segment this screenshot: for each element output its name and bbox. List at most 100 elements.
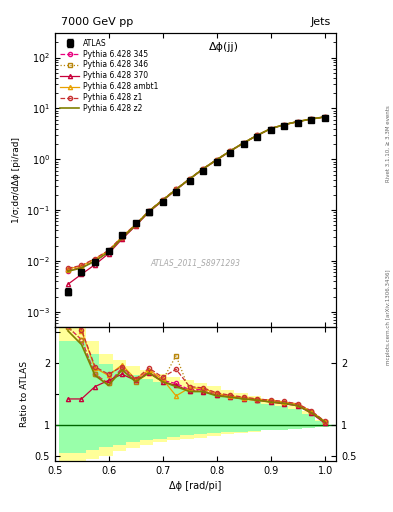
Pythia 6.428 345 [160,198,165,204]
Pythia 6.428 370 [282,122,286,128]
Pythia 6.428 346 [201,166,206,172]
Pythia 6.428 z2 [120,235,125,241]
Pythia 6.428 z2 [66,268,70,274]
Pythia 6.428 ambt1 [268,125,273,132]
Pythia 6.428 z2 [93,258,97,264]
Pythia 6.428 346 [228,148,232,154]
Pythia 6.428 370 [322,114,327,120]
Bar [194,383,208,438]
Pythia 6.428 z2 [295,119,300,125]
Bar [140,371,153,445]
Pythia 6.428 346 [322,114,327,120]
Pythia 6.428 ambt1 [241,140,246,146]
Pythia 6.428 ambt1 [147,208,151,214]
Pythia 6.428 z2 [147,208,151,214]
Pythia 6.428 370 [66,281,70,287]
Pythia 6.428 345 [295,119,300,125]
Pythia 6.428 370 [201,166,206,172]
Pythia 6.428 z1 [120,233,125,240]
Bar [316,420,329,427]
Pythia 6.428 z1 [174,186,178,192]
Pythia 6.428 ambt1 [187,176,192,182]
Bar [288,410,302,429]
Pythia 6.428 345 [268,125,273,132]
Bar [180,389,194,435]
Pythia 6.428 z2 [282,121,286,127]
Pythia 6.428 345 [120,235,125,241]
Pythia 6.428 345 [282,121,286,127]
Bar [86,342,99,459]
Bar [261,404,275,431]
Bar [167,386,180,437]
Bar [234,399,248,432]
Bar [86,354,99,450]
Pythia 6.428 z1 [255,132,259,138]
Pythia 6.428 z1 [79,262,84,268]
Pythia 6.428 ambt1 [255,132,259,138]
Pythia 6.428 ambt1 [106,248,111,254]
Pythia 6.428 370 [93,262,97,268]
Pythia 6.428 z2 [106,249,111,255]
Pythia 6.428 z1 [201,165,206,172]
Pythia 6.428 z1 [133,222,138,228]
Bar [72,327,86,461]
Pythia 6.428 z1 [295,118,300,124]
Pythia 6.428 z2 [228,148,232,154]
Bar [302,414,316,428]
Pythia 6.428 ambt1 [309,116,314,122]
Pythia 6.428 ambt1 [322,114,327,120]
Pythia 6.428 ambt1 [282,121,286,127]
Bar [59,327,72,461]
Line: Pythia 6.428 z1: Pythia 6.428 z1 [66,115,327,270]
Pythia 6.428 370 [79,271,84,278]
Bar [180,380,194,439]
Pythia 6.428 z1 [147,208,151,214]
Pythia 6.428 z1 [309,116,314,122]
Pythia 6.428 z2 [174,186,178,193]
Bar [288,407,302,429]
Pythia 6.428 370 [160,198,165,204]
Bar [234,393,248,433]
Pythia 6.428 z2 [187,176,192,182]
Pythia 6.428 z2 [214,157,219,163]
Bar [208,394,221,433]
Bar [167,377,180,440]
Text: Rivet 3.1.10, ≥ 3.3M events: Rivet 3.1.10, ≥ 3.3M events [386,105,391,182]
Bar [153,382,167,439]
Bar [194,392,208,434]
Pythia 6.428 370 [228,148,232,155]
Pythia 6.428 345 [228,148,232,154]
Pythia 6.428 z2 [255,132,259,138]
Line: Pythia 6.428 ambt1: Pythia 6.428 ambt1 [66,115,327,271]
Pythia 6.428 346 [255,132,259,138]
Pythia 6.428 ambt1 [79,263,84,269]
Pythia 6.428 345 [93,258,97,264]
Pythia 6.428 346 [174,186,178,193]
Pythia 6.428 346 [241,140,246,146]
Pythia 6.428 346 [147,208,151,214]
Bar [59,342,72,453]
Pythia 6.428 z2 [322,114,327,120]
Bar [99,354,113,456]
Text: mcplots.cern.ch [arXiv:1306.3436]: mcplots.cern.ch [arXiv:1306.3436] [386,270,391,365]
Pythia 6.428 370 [255,133,259,139]
Text: 7000 GeV pp: 7000 GeV pp [61,17,133,28]
Pythia 6.428 345 [147,208,151,215]
Pythia 6.428 z2 [133,222,138,228]
Pythia 6.428 ambt1 [214,157,219,163]
Pythia 6.428 ambt1 [174,186,178,193]
Pythia 6.428 370 [120,236,125,242]
Pythia 6.428 346 [66,266,70,272]
Text: ATLAS_2011_S8971293: ATLAS_2011_S8971293 [151,258,241,267]
Pythia 6.428 ambt1 [201,166,206,172]
Y-axis label: 1/σ;dσ/dΔϕ [pi/rad]: 1/σ;dσ/dΔϕ [pi/rad] [12,137,20,223]
Bar [208,386,221,436]
Pythia 6.428 345 [214,157,219,163]
Line: Pythia 6.428 346: Pythia 6.428 346 [66,115,327,272]
Pythia 6.428 345 [309,116,314,122]
Text: Δϕ(jj): Δϕ(jj) [209,42,239,52]
Line: Pythia 6.428 345: Pythia 6.428 345 [66,115,327,272]
Pythia 6.428 ambt1 [93,256,97,262]
Pythia 6.428 345 [66,267,70,273]
Pythia 6.428 345 [201,166,206,172]
